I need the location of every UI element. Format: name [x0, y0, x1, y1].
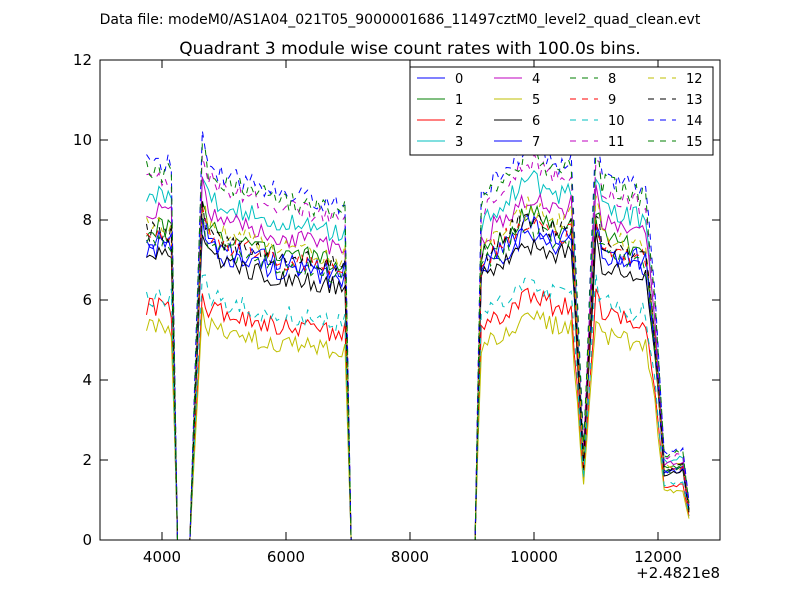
series-line-5	[146, 307, 690, 540]
x-tick-label: 12000	[634, 548, 682, 566]
y-tick-label: 6	[82, 291, 92, 309]
legend-label-8: 8	[608, 72, 616, 87]
legend-label-3: 3	[455, 135, 463, 150]
plot-frame	[99, 59, 721, 541]
y-tick-label: 2	[82, 451, 92, 469]
series-line-11	[146, 152, 690, 540]
y-tick-label: 8	[82, 211, 92, 229]
series-line-12	[146, 195, 690, 540]
figure-title: Data file: modeM0/AS1A04_021T05_90000016…	[100, 12, 701, 28]
series-line-10	[146, 273, 690, 540]
series-line-4	[146, 176, 690, 540]
x-tick-label: 8000	[391, 548, 429, 566]
legend-box	[409, 66, 714, 156]
legend-label-5: 5	[532, 93, 540, 108]
legend-label-13: 13	[686, 93, 703, 108]
series-line-3	[146, 170, 690, 540]
y-tick-label: 10	[73, 131, 92, 149]
series-line-1	[146, 201, 690, 540]
legend-label-6: 6	[532, 114, 540, 129]
legend-label-2: 2	[455, 114, 463, 129]
chart-title: Quadrant 3 module wise count rates with …	[179, 39, 640, 59]
legend-label-15: 15	[686, 135, 703, 150]
legend-label-7: 7	[532, 135, 540, 150]
series-line-6	[146, 231, 690, 540]
legend-label-10: 10	[608, 114, 625, 129]
series-line-8	[146, 208, 690, 540]
y-tick-label: 12	[73, 51, 92, 69]
series-layer	[146, 130, 690, 540]
legend-label-12: 12	[686, 72, 703, 87]
legend-label-9: 9	[608, 93, 616, 108]
x-tick-label: 6000	[267, 548, 305, 566]
legend-label-14: 14	[686, 114, 703, 129]
y-tick-label: 4	[82, 371, 92, 389]
x-tick-label: 10000	[510, 548, 558, 566]
legend-label-0: 0	[455, 72, 463, 87]
series-line-2	[146, 287, 690, 540]
x-offset-label: +2.4821e8	[636, 564, 720, 582]
legend-label-4: 4	[532, 72, 540, 87]
legend-label-1: 1	[455, 93, 463, 108]
y-tick-label: 0	[82, 531, 92, 549]
legend-label-11: 11	[608, 135, 625, 150]
x-tick-label: 4000	[143, 548, 181, 566]
